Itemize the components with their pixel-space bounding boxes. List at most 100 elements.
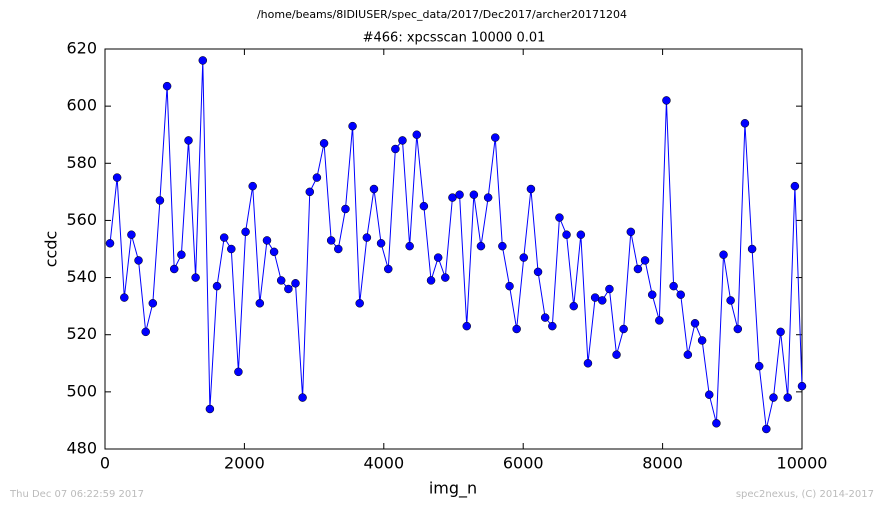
data-point bbox=[690, 319, 700, 328]
data-point bbox=[776, 327, 785, 337]
data-point bbox=[476, 241, 486, 251]
data-point bbox=[127, 230, 136, 239]
plot-frame bbox=[104, 48, 803, 450]
footer-right: spec2nexus, (C) 2014-2017 bbox=[736, 489, 874, 500]
data-point bbox=[334, 244, 343, 254]
x-tick-label: 0 bbox=[100, 454, 110, 473]
data-point bbox=[219, 233, 229, 242]
data-point bbox=[105, 239, 115, 248]
data-point bbox=[655, 316, 664, 325]
data-point bbox=[576, 230, 586, 239]
data-point bbox=[697, 336, 707, 345]
data-point bbox=[255, 299, 265, 308]
header: /home/beams/8IDIUSER/spec_data/2017/Dec2… bbox=[257, 8, 627, 21]
data-point bbox=[348, 121, 357, 131]
data-point bbox=[783, 393, 792, 402]
data-point bbox=[141, 327, 150, 337]
data-point bbox=[120, 293, 129, 302]
data-point bbox=[597, 296, 607, 305]
data-point bbox=[234, 367, 243, 377]
data-point bbox=[448, 193, 457, 202]
data-point bbox=[148, 299, 158, 308]
data-point bbox=[312, 173, 322, 182]
data-point bbox=[426, 276, 436, 285]
data-point bbox=[341, 204, 350, 214]
data-point bbox=[797, 381, 807, 391]
data-point bbox=[326, 236, 336, 245]
data-point bbox=[483, 193, 493, 202]
data-point bbox=[241, 227, 250, 237]
data-point bbox=[169, 264, 179, 274]
data-point bbox=[177, 250, 186, 259]
data-line bbox=[109, 60, 803, 430]
data-point bbox=[198, 56, 208, 65]
x-tick-label: 10000 bbox=[777, 454, 828, 473]
chart-title: #466: xpcsscan 10000 0.01 bbox=[363, 31, 546, 46]
data-point bbox=[747, 244, 757, 254]
data-point bbox=[647, 290, 657, 299]
data-point bbox=[533, 267, 543, 277]
data-point bbox=[155, 196, 165, 205]
data-point bbox=[262, 236, 272, 245]
data-point bbox=[398, 136, 407, 145]
data-point bbox=[683, 350, 693, 359]
y-tick-label: 540 bbox=[66, 267, 97, 286]
data-point bbox=[433, 253, 443, 262]
data-point bbox=[676, 290, 685, 299]
x-tick-label: 4000 bbox=[363, 454, 404, 473]
data-point bbox=[704, 390, 714, 399]
data-point bbox=[441, 273, 450, 282]
data-point bbox=[569, 301, 578, 311]
data-point bbox=[391, 144, 400, 154]
data-point bbox=[184, 136, 193, 145]
data-point bbox=[276, 276, 286, 285]
data-point bbox=[469, 190, 479, 199]
data-point bbox=[384, 264, 393, 274]
data-point bbox=[227, 244, 236, 254]
data-point bbox=[640, 256, 650, 265]
data-point bbox=[662, 96, 671, 105]
data-point bbox=[212, 281, 222, 291]
data-point bbox=[562, 230, 571, 239]
y-tick-label: 600 bbox=[66, 96, 97, 115]
data-point bbox=[205, 404, 215, 414]
y-tick-label: 520 bbox=[66, 324, 97, 343]
data-point bbox=[769, 393, 778, 402]
data-point bbox=[740, 119, 750, 128]
data-point bbox=[519, 253, 529, 262]
data-point bbox=[369, 184, 379, 194]
data-point bbox=[319, 139, 329, 148]
data-point bbox=[269, 247, 279, 257]
data-point bbox=[626, 227, 636, 237]
y-tick-label: 580 bbox=[66, 153, 97, 172]
data-point bbox=[726, 296, 735, 305]
data-point bbox=[790, 181, 800, 191]
data-point bbox=[605, 284, 614, 294]
data-point bbox=[633, 264, 643, 274]
data-point bbox=[291, 279, 300, 288]
x-tick-label: 8000 bbox=[642, 454, 683, 473]
data-point bbox=[362, 233, 372, 242]
data-point bbox=[669, 281, 678, 291]
data-point bbox=[719, 250, 728, 259]
data-point bbox=[491, 133, 500, 142]
data-point bbox=[619, 324, 628, 334]
data-point bbox=[505, 281, 514, 291]
data-point bbox=[412, 130, 422, 139]
data-point bbox=[590, 293, 600, 302]
y-tick-label: 560 bbox=[66, 210, 97, 229]
data-point bbox=[555, 213, 564, 222]
data-point bbox=[298, 393, 307, 402]
data-point bbox=[376, 239, 386, 248]
data-point bbox=[405, 241, 414, 251]
data-point bbox=[355, 299, 364, 308]
data-point bbox=[512, 324, 521, 334]
data-point bbox=[733, 324, 743, 334]
y-axis-label: ccdc bbox=[42, 231, 61, 268]
y-tick-label: 620 bbox=[66, 39, 97, 58]
y-tick-label: 480 bbox=[66, 439, 97, 458]
data-point bbox=[583, 359, 593, 368]
data-point bbox=[526, 184, 536, 194]
